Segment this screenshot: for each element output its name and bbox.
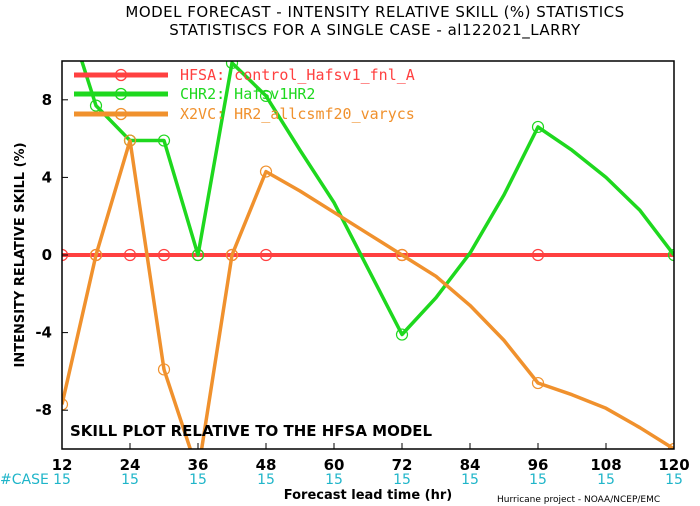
chart-title: MODEL FORECAST - INTENSITY RELATIVE SKIL… [125, 3, 624, 21]
y-tick-label: -8 [35, 401, 52, 419]
y-tick-label: 0 [42, 246, 52, 264]
x-tick-label: 24 [120, 456, 141, 474]
legend-marker-hfsa [114, 68, 128, 82]
data-point-chr2-30 [157, 134, 171, 147]
data-point-x2vc-12 [62, 398, 69, 411]
data-point-hfsa-96 [531, 248, 545, 262]
data-point-hfsa-24 [123, 248, 137, 262]
legend: HFSA: control_Hafsv1_fnl_A CHR2: Hafsv1H… [74, 66, 415, 123]
legend-marker-chr2 [114, 87, 128, 101]
credit-text: Hurricane project - NOAA/NCEP/EMC [497, 495, 660, 505]
case-count: 15 [665, 472, 683, 488]
data-point-chr2-36 [191, 248, 205, 262]
case-count: 15 [121, 472, 139, 488]
data-point-x2vc-18 [89, 248, 103, 262]
data-point-x2vc-72 [395, 248, 409, 262]
data-point-hfsa-30 [157, 248, 171, 262]
y-tick-label: 4 [42, 168, 52, 186]
y-tick-label: -4 [35, 324, 52, 342]
x-tick-label: 36 [188, 456, 209, 474]
case-label: #CASE [0, 472, 49, 488]
data-point-x2vc-30 [157, 363, 171, 376]
legend-label-x2vc: X2VC: HR2_allcsmf20_varycs [180, 105, 415, 123]
x-tick-label: 72 [392, 456, 413, 474]
y-tick-label: 8 [42, 91, 52, 109]
data-point-x2vc-96 [531, 376, 545, 390]
case-count: 15 [189, 472, 207, 488]
x-tick-label: 120 [658, 456, 689, 474]
data-point-chr2-72 [395, 328, 409, 341]
series-layer [62, 61, 674, 449]
series-line-chr2 [79, 61, 674, 337]
x-tick-label: 12 [52, 456, 73, 474]
data-point-chr2-42 [225, 61, 239, 70]
x-tick-label: 84 [460, 456, 481, 474]
skill-plot-annotation: SKILL PLOT RELATIVE TO THE HFSA MODEL [70, 422, 433, 440]
x-axis-label: Forecast lead time (hr) [284, 488, 452, 503]
data-point-x2vc-24 [123, 134, 137, 147]
axis-layer: 1215241536154815601572158415961510815120… [35, 91, 689, 488]
data-point-x2vc-42 [225, 248, 239, 262]
x-tick-label: 48 [256, 456, 277, 474]
series-line-x2vc [62, 138, 674, 449]
legend-marker-x2vc [114, 107, 128, 121]
case-count: 15 [257, 472, 275, 488]
case-count: 15 [529, 472, 547, 488]
data-point-chr2-18 [89, 99, 103, 112]
case-count: 15 [461, 472, 479, 488]
case-count: 15 [597, 472, 615, 488]
legend-label-hfsa: HFSA: control_Hafsv1_fnl_A [180, 66, 415, 84]
data-point-x2vc-48 [259, 165, 273, 178]
case-count: 15 [393, 472, 411, 488]
data-point-hfsa-48 [259, 248, 273, 262]
chart-subtitle: STATISTISCS FOR A SINGLE CASE - al122021… [169, 21, 581, 40]
x-tick-label: 108 [590, 456, 621, 474]
x-tick-label: 60 [324, 456, 345, 474]
y-axis-label: INTENSITY RELATIVE SKILL (%) [13, 142, 28, 367]
case-count: 15 [325, 472, 343, 488]
data-point-chr2-96 [531, 120, 545, 134]
x-tick-label: 96 [528, 456, 549, 474]
legend-label-chr2: CHR2: Hafsv1HR2 [180, 85, 315, 103]
data-point-chr2-48 [259, 89, 273, 103]
data-point-chr2-120 [667, 248, 674, 262]
case-count: 15 [53, 472, 71, 488]
